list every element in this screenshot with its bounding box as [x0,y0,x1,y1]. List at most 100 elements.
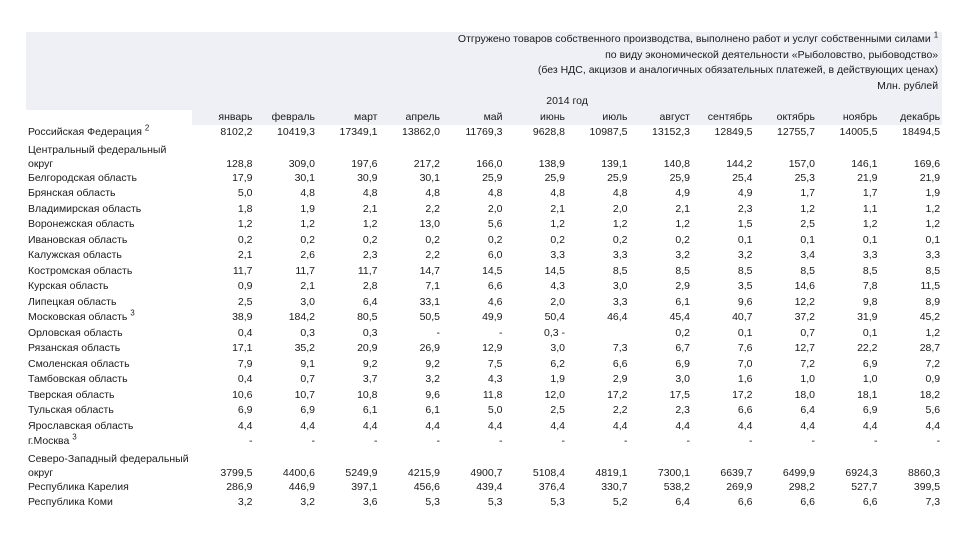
value-cell: 80,5 [317,310,380,326]
value-cell: 1,2 [192,217,255,233]
value-cell: 9,6 [692,294,755,310]
value-cell: 2,1 [629,201,692,217]
value-cell: - [692,434,755,450]
table-row: Тульская область 6,9 6,9 6,1 6,1 5,0 2,5 2,2 2,3… [26,403,943,419]
value-cell: 40,7 [692,310,755,326]
value-cell: 4,4 [567,418,630,434]
value-cell: 1,7 [817,186,880,202]
value-cell: 17,2 [692,387,755,403]
title-row-2: по виду экономической деятельности «Рыбо… [26,47,943,63]
value-cell: 0,2 [317,232,380,248]
value-cell: 13,0 [379,217,442,233]
value-cell: 0,1 [692,325,755,341]
value-cell: 217,2 [379,140,442,171]
value-cell: 4,4 [317,418,380,434]
value-cell: 2,2 [379,248,442,264]
value-cell: 269,9 [692,479,755,495]
value-cell: 7,2 [879,356,943,372]
value-cell: 1,7 [754,186,817,202]
table-row: Российская Федерация 2 8102,2 10419,3 17349… [26,124,943,141]
value-cell: 4,8 [379,186,442,202]
value-cell: 4,4 [817,418,880,434]
value-cell: 3,2 [692,248,755,264]
value-cell: 7,6 [692,341,755,357]
value-cell: 4,9 [692,186,755,202]
value-cell: 12,7 [754,341,817,357]
value-cell: 0,3 - [504,325,567,341]
value-cell: - [817,434,880,450]
footnote-marker: 3 [72,432,77,442]
value-cell: 17,1 [192,341,255,357]
value-cell: 7,3 [567,341,630,357]
region-name: Орловская область [26,325,192,341]
units-label: Млн. рублей [26,78,943,94]
value-cell: 3,2 [629,248,692,264]
region-name: Республика Коми [26,495,192,511]
table-row: Смоленская область 7,9 9,1 9,2 9,2 7,5 6,2 6,6 6… [26,356,943,372]
value-cell: 7,2 [754,356,817,372]
value-cell: 169,6 [879,140,943,171]
value-cell: 0,2 [629,325,692,341]
region-name: Калужская область [26,248,192,264]
value-cell: 3,2 [192,495,255,511]
value-cell: 3,0 [629,372,692,388]
value-cell: 9,2 [317,356,380,372]
value-cell: 26,9 [379,341,442,357]
value-cell: 3,3 [504,248,567,264]
table-row: Московская область 3 38,9 184,2 80,5 50,5 49,… [26,309,943,326]
value-cell: 18,1 [817,387,880,403]
year-label: 2014 год [192,94,943,110]
value-cell: 2,1 [317,201,380,217]
value-cell: 30,1 [254,170,317,186]
value-cell: 128,8 [192,140,255,171]
value-cell: 309,0 [254,140,317,171]
title-row-1: Отгружено товаров собственного производс… [26,31,943,48]
value-cell: 5,3 [379,495,442,511]
value-cell: 12,9 [442,341,505,357]
value-cell: 4,4 [504,418,567,434]
value-cell: 11,8 [442,387,505,403]
value-cell: 3,3 [879,248,943,264]
value-cell: - [629,434,692,450]
value-cell: 157,0 [754,140,817,171]
value-cell: 8,5 [692,263,755,279]
table-row: Северо-Западный федеральный округ 3799,5 4… [26,449,943,480]
value-cell: 28,7 [879,341,943,357]
value-cell: 22,2 [817,341,880,357]
value-cell: 30,9 [317,170,380,186]
value-cell: 6,9 [192,403,255,419]
value-cell: 456,6 [379,479,442,495]
value-cell: 166,0 [442,140,505,171]
value-cell: 37,2 [754,310,817,326]
value-cell: 6,2 [504,356,567,372]
value-cell: 25,9 [504,170,567,186]
month-header: сентябрь [692,109,755,125]
value-cell: 8,5 [567,263,630,279]
value-cell: 20,9 [317,341,380,357]
value-cell: 5,0 [442,403,505,419]
value-cell: 6,6 [567,356,630,372]
value-cell: 4819,1 [567,449,630,480]
region-name: Московская область 3 [26,309,192,326]
value-cell: 6,6 [692,495,755,511]
table-row: Центральный федеральный округ 128,8 309,0 1… [26,140,943,171]
value-cell: 6,9 [629,356,692,372]
value-cell: 3,0 [567,279,630,295]
value-cell: 14,6 [754,279,817,295]
value-cell: - [442,325,505,341]
value-cell: 5,2 [567,495,630,511]
value-cell: 4,4 [629,418,692,434]
value-cell: 4,8 [442,186,505,202]
value-cell: 4,9 [629,186,692,202]
value-cell: 0,1 [754,232,817,248]
value-cell: 4,4 [754,418,817,434]
value-cell: 146,1 [817,140,880,171]
value-cell: 6,1 [379,403,442,419]
value-cell: 3,0 [504,341,567,357]
region-name: Республика Карелия [26,479,192,495]
value-cell: 197,6 [317,140,380,171]
value-cell: 4,8 [317,186,380,202]
value-cell: - [754,434,817,450]
value-cell: 7300,1 [629,449,692,480]
